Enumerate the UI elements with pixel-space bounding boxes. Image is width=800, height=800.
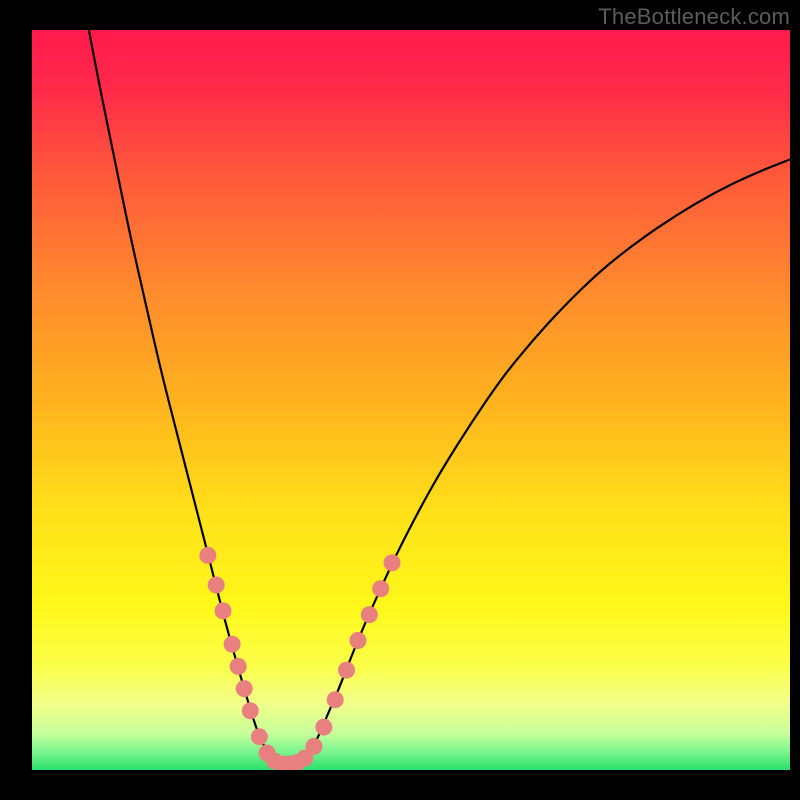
data-marker [349,632,366,649]
watermark-text: TheBottleneck.com [598,4,790,30]
data-marker [224,636,241,653]
data-marker [215,602,232,619]
data-marker [230,658,247,675]
data-marker [305,738,322,755]
data-marker [372,580,389,597]
data-marker [242,702,259,719]
data-marker [199,547,216,564]
data-marker [338,662,355,679]
data-marker [361,606,378,623]
gradient-background [32,30,790,770]
data-marker [384,554,401,571]
data-marker [251,728,268,745]
data-marker [236,680,253,697]
chart-frame: TheBottleneck.com [0,0,800,800]
data-marker [327,691,344,708]
data-marker [208,577,225,594]
data-marker [315,719,332,736]
bottleneck-chart [32,30,790,770]
